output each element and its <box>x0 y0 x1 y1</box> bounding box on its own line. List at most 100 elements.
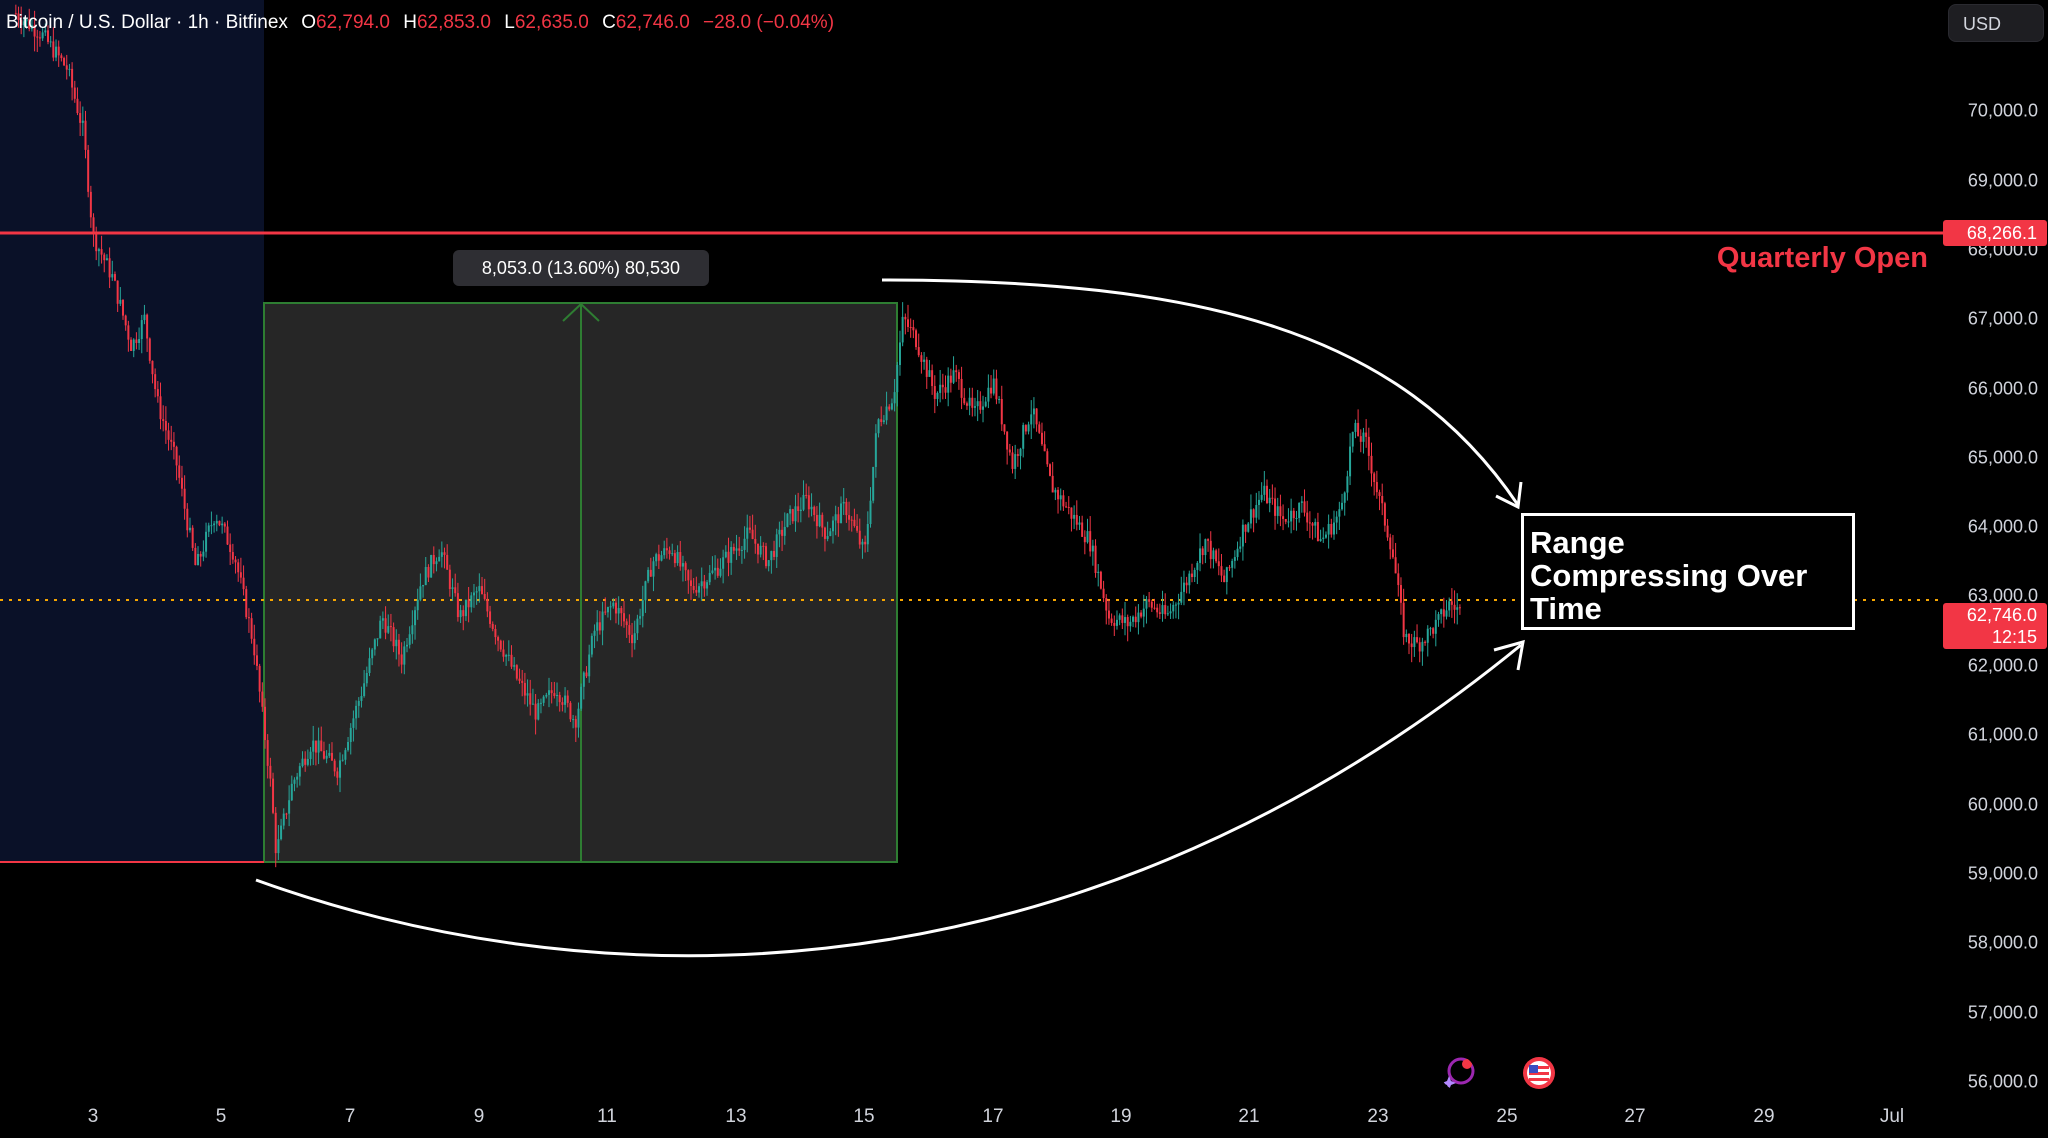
candle-body <box>427 566 430 578</box>
price-tick: 63,000.0 <box>1967 585 2038 606</box>
open-label: O <box>301 12 316 33</box>
candle-body <box>687 570 690 581</box>
candle-body <box>523 682 526 696</box>
candle-body <box>751 529 754 539</box>
candle-body <box>1276 506 1279 516</box>
candle-body <box>692 586 695 591</box>
candle-body <box>799 509 802 511</box>
price-tick: 65,000.0 <box>1967 447 2038 468</box>
candle-body <box>671 553 674 555</box>
candle-body <box>1014 454 1017 469</box>
candle-body <box>1115 619 1118 626</box>
candle-body <box>574 719 577 728</box>
candle-body <box>807 495 810 510</box>
candle-body <box>1440 609 1443 615</box>
candle-body <box>464 599 467 617</box>
candle-body <box>1322 537 1325 540</box>
high-label: H <box>403 12 417 33</box>
candle-body <box>148 338 151 361</box>
candle-body <box>1075 514 1078 525</box>
candle-body <box>1129 621 1132 627</box>
candle-body <box>703 581 706 589</box>
candle-body <box>1300 501 1303 503</box>
candle-body <box>1199 548 1202 563</box>
candle-body <box>818 514 821 527</box>
candle-body <box>676 552 679 564</box>
candle-body <box>1236 548 1239 558</box>
candle-body <box>1394 557 1397 574</box>
candle-body <box>381 618 384 621</box>
candle-body <box>754 538 757 544</box>
price-axis[interactable]: 70,000.0 69,000.0 68,000.0 67,000.0 66,0… <box>1940 0 2048 1098</box>
candle-body <box>1065 506 1068 508</box>
candle-body <box>920 355 923 362</box>
time-tick: 13 <box>725 1106 747 1127</box>
symbol-name[interactable]: Bitcoin / U.S. Dollar · 1h · Bitfinex <box>6 12 288 33</box>
candle-body <box>620 608 623 614</box>
price-tick: 56,000.0 <box>1967 1071 2038 1092</box>
candle-body <box>1158 612 1161 614</box>
candle-body <box>1212 550 1215 560</box>
time-axis[interactable]: 3 5 7 9 11 13 15 17 19 21 23 25 27 29 Ju… <box>0 1098 1940 1138</box>
candle-body <box>872 466 875 501</box>
candle-body <box>1241 524 1244 547</box>
candle-body <box>505 655 508 657</box>
candle-body <box>277 839 280 854</box>
price-tick: 61,000.0 <box>1967 724 2038 745</box>
candle-body <box>1220 566 1223 576</box>
candle-body <box>1351 431 1354 447</box>
candle-body <box>1311 523 1314 526</box>
candle-body <box>1091 545 1094 552</box>
upper-arrowhead <box>1495 481 1523 510</box>
currency-button[interactable]: USD <box>1948 4 2044 42</box>
symbol-legend[interactable]: Bitcoin / U.S. Dollar · 1h · Bitfinex O6… <box>6 12 834 34</box>
candle-body <box>400 654 403 665</box>
us-flag-icon[interactable] <box>1522 1056 1556 1090</box>
candle-body <box>944 387 947 393</box>
candle-body <box>312 740 315 752</box>
quarterly-open-label[interactable]: Quarterly Open <box>1716 242 1928 274</box>
candle-body <box>569 702 572 720</box>
candle-body <box>947 375 950 393</box>
low-label: L <box>504 12 515 33</box>
candle-body <box>1067 506 1070 508</box>
candle-body <box>491 623 494 629</box>
candle-body <box>1177 602 1180 605</box>
candle-body <box>130 339 133 351</box>
candle-body <box>156 389 159 397</box>
candle-body <box>180 477 183 489</box>
candle-body <box>542 696 545 703</box>
candle-body <box>186 508 189 531</box>
candle-body <box>352 718 355 728</box>
candle-body <box>641 600 644 617</box>
candle-body <box>218 520 221 526</box>
candle-body <box>858 530 861 545</box>
sparkle-alert-icon[interactable] <box>1441 1056 1475 1090</box>
candle-body <box>668 550 671 554</box>
candle-body <box>992 378 995 394</box>
candle-body <box>245 589 248 618</box>
candle-body <box>1215 550 1218 562</box>
candlestick-series <box>14 4 1461 868</box>
upper-curve-arrow <box>881 278 1520 506</box>
candle-body <box>561 702 564 705</box>
candle-body <box>593 630 596 636</box>
candle-body <box>1413 637 1416 648</box>
candle-body <box>242 577 245 590</box>
annotation-note[interactable]: Range Compressing Over Time <box>1521 513 1855 630</box>
candle-body <box>834 514 837 521</box>
candle-body <box>1399 585 1402 603</box>
candle-body <box>116 280 119 304</box>
candle-body <box>652 561 655 577</box>
candle-body <box>510 654 513 667</box>
candle-body <box>1073 514 1076 519</box>
candle-body <box>810 506 813 510</box>
measure-label: 8,053.0 (13.60%) 80,530 <box>453 250 709 286</box>
candle-body <box>183 488 186 509</box>
candle-body <box>336 771 339 778</box>
candle-body <box>1373 473 1376 483</box>
candle-body <box>1458 607 1461 609</box>
time-tick: 11 <box>597 1106 617 1127</box>
candle-body <box>759 545 762 555</box>
